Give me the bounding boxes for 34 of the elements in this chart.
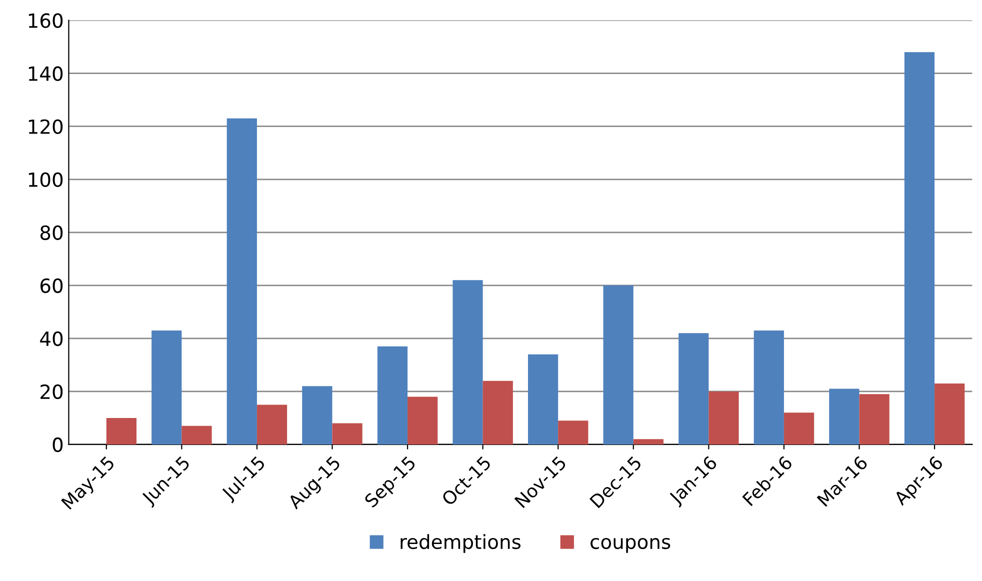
bar	[904, 52, 935, 444]
legend-label: redemptions	[400, 534, 521, 553]
bar	[754, 330, 784, 444]
y-tick-label: 20	[40, 384, 63, 400]
y-tick-label: 100	[28, 172, 63, 188]
legend-label: coupons	[590, 538, 670, 553]
bar	[452, 280, 483, 444]
y-tick-label: 80	[40, 225, 63, 240]
bar	[226, 118, 257, 444]
bar	[408, 396, 438, 444]
bar	[678, 333, 709, 444]
bar	[152, 330, 182, 444]
bar	[256, 404, 288, 444]
y-tick-label: 120	[28, 119, 63, 134]
bar	[784, 412, 814, 444]
bar	[377, 346, 408, 444]
bar	[302, 386, 332, 444]
y-tick-label: 140	[28, 66, 63, 82]
bar	[859, 394, 890, 444]
y-tick-label: 160	[28, 13, 63, 28]
bar	[603, 285, 634, 444]
bar	[558, 420, 588, 444]
y-tick-label: 60	[40, 278, 63, 294]
y-tick-label: 40	[40, 331, 63, 346]
bar	[633, 439, 664, 444]
y-tick-label: 0	[52, 437, 63, 452]
bar	[528, 354, 558, 444]
bar	[332, 423, 362, 444]
bar	[482, 380, 513, 444]
bar	[829, 388, 860, 444]
bar	[182, 426, 212, 444]
bar	[934, 383, 965, 444]
bar	[106, 418, 136, 444]
bar	[708, 391, 739, 444]
